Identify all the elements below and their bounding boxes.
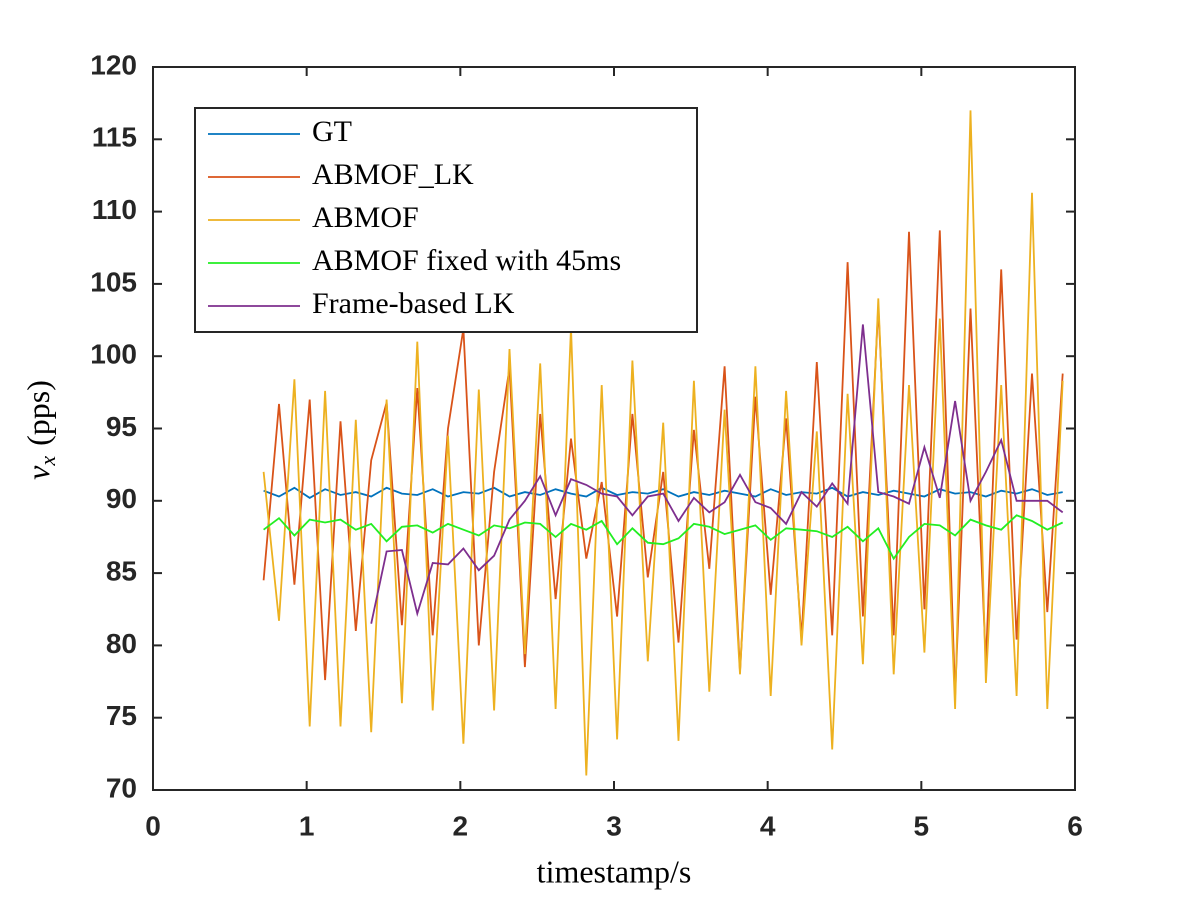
y-tick-label: 105 [90, 266, 137, 297]
y-axis-label: vx (pps) [20, 380, 60, 480]
x-tick-label: 2 [453, 810, 469, 841]
y-tick-label: 90 [106, 483, 137, 514]
y-tick-label: 70 [106, 772, 137, 803]
y-tick-label: 85 [106, 555, 137, 586]
series-line [263, 514, 1064, 561]
y-label-unit: (pps) [20, 380, 56, 446]
y-tick-label: 80 [106, 628, 137, 659]
y-label-sub: x [35, 456, 60, 467]
x-tick-label: 5 [914, 810, 930, 841]
x-tick-label: 4 [760, 810, 776, 841]
y-tick-label: 120 [90, 49, 137, 80]
y-tick-label: 95 [106, 411, 137, 442]
legend-label: ABMOF fixed with 45ms [312, 244, 621, 277]
legend-label: Frame-based LK [312, 287, 515, 320]
legend-label: GT [312, 115, 352, 148]
x-tick-label: 3 [606, 810, 622, 841]
x-tick-label: 0 [145, 810, 161, 841]
plot-lines [262, 110, 1064, 776]
x-tick-label: 1 [299, 810, 315, 841]
y-tick-label: 110 [92, 194, 137, 225]
y-tick-label: 115 [92, 122, 137, 153]
legend-label: ABMOF_LK [312, 158, 474, 191]
y-label-var: v [20, 465, 56, 480]
legend-label: ABMOF [312, 201, 419, 234]
x-tick-label: 6 [1067, 810, 1083, 841]
series-line [262, 110, 1064, 776]
y-tick-label: 100 [90, 339, 137, 370]
y-tick-label: 75 [106, 700, 137, 731]
series-line [370, 324, 1064, 624]
x-axis-label: timestamp/s [537, 853, 692, 889]
